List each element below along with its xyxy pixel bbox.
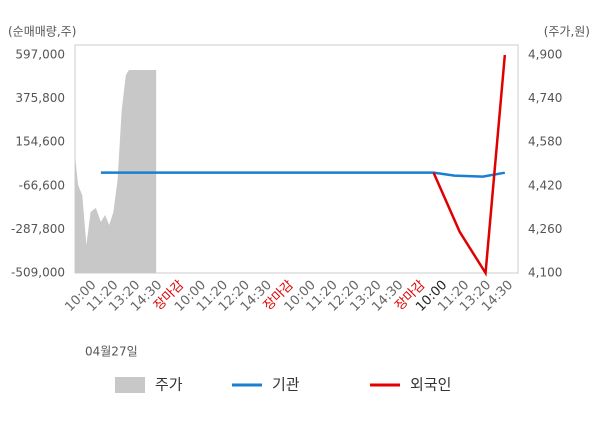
y-tick-label: -509,000 [11,266,65,280]
legend-swatch [115,377,145,393]
y-tick-label: -66,600 [19,178,65,192]
y2-tick-label: 4,100 [528,266,562,280]
legend-label: 외국인 [410,376,451,394]
y2-tick-label: 4,740 [528,91,562,105]
y2-tick-label: 4,420 [528,178,562,192]
y2-tick-label: 4,580 [528,135,562,149]
y-tick-label: -287,800 [11,222,65,236]
y2-axis-label: (주가,원) [544,25,590,39]
legend-label: 기관 [272,376,300,394]
legend-label: 주가 [155,376,183,394]
y2-tick-label: 4,260 [528,222,562,236]
y-tick-label: 597,000 [15,48,65,62]
y2-tick-label: 4,900 [528,48,562,62]
series-line [432,54,507,277]
date-label: 04월27일 [85,345,138,359]
price-area [75,69,157,273]
series-line [100,171,506,178]
y-tick-label: 375,800 [15,91,65,105]
y-axis-label: (순매매량,주) [8,25,76,39]
y-tick-label: 154,600 [15,135,65,149]
